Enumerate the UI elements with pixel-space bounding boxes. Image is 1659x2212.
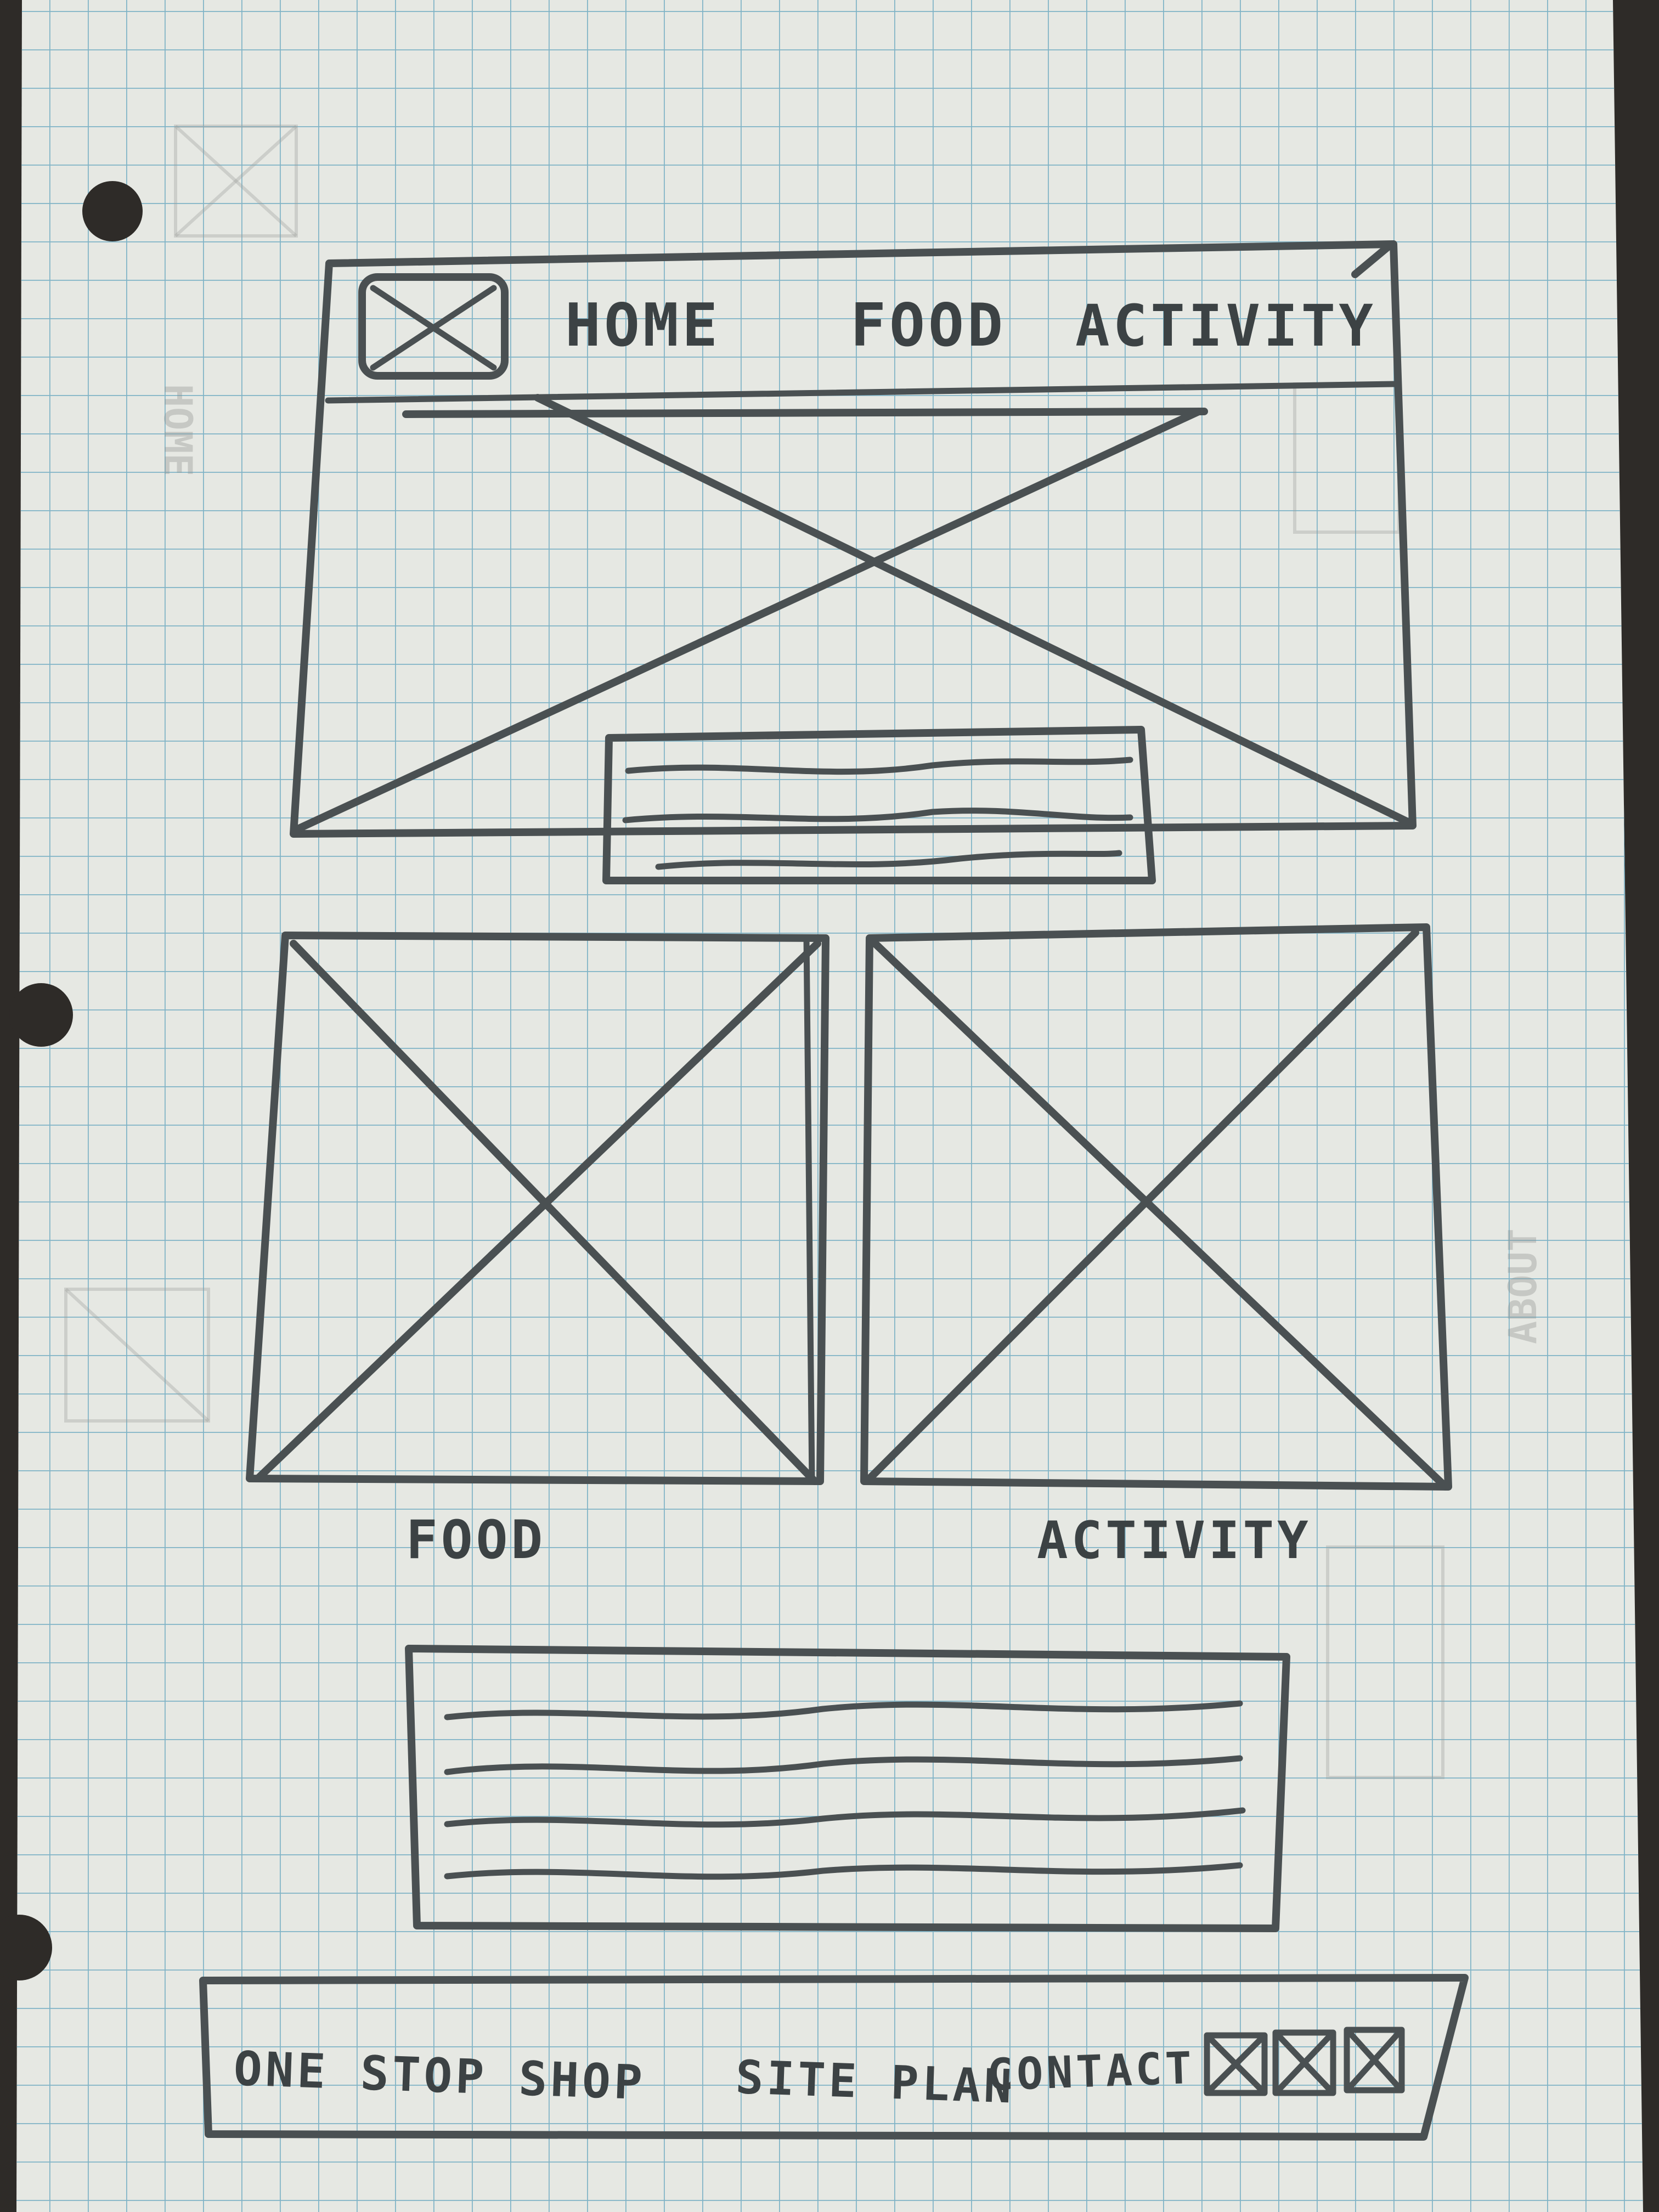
top-nav: HOME FOOD ACTIVITY <box>565 291 1376 360</box>
footer-site-plan-link[interactable]: SITE PLAN <box>735 2050 1015 2114</box>
logo-placeholder[interactable] <box>358 273 509 380</box>
bleed-through-marks: HOME ABOUT <box>64 125 1545 1779</box>
activity-card-image[interactable] <box>860 923 1452 1491</box>
social-icon-2[interactable] <box>1272 2029 1336 2096</box>
nav-activity[interactable]: ACTIVITY <box>1075 292 1376 359</box>
food-card-image[interactable] <box>246 932 830 1485</box>
nav-food[interactable]: FOOD <box>850 291 1006 360</box>
food-card-label: FOOD <box>406 1509 546 1571</box>
activity-card-label: ACTIVITY <box>1037 1511 1312 1571</box>
social-icon-3[interactable] <box>1344 2027 1405 2094</box>
hero-caption-box <box>602 726 1156 884</box>
footer-contact-link[interactable]: CONTACT <box>986 2042 1195 2101</box>
nav-home[interactable]: HOME <box>565 291 721 360</box>
svg-text:HOME: HOME <box>155 384 200 477</box>
binder-holes <box>0 181 143 1980</box>
hero-section <box>290 240 1417 838</box>
social-icon-1[interactable] <box>1204 2032 1268 2096</box>
svg-text:ABOUT: ABOUT <box>1500 1228 1545 1344</box>
footer-bar <box>199 1974 1469 2141</box>
body-text-block <box>405 1645 1290 1932</box>
